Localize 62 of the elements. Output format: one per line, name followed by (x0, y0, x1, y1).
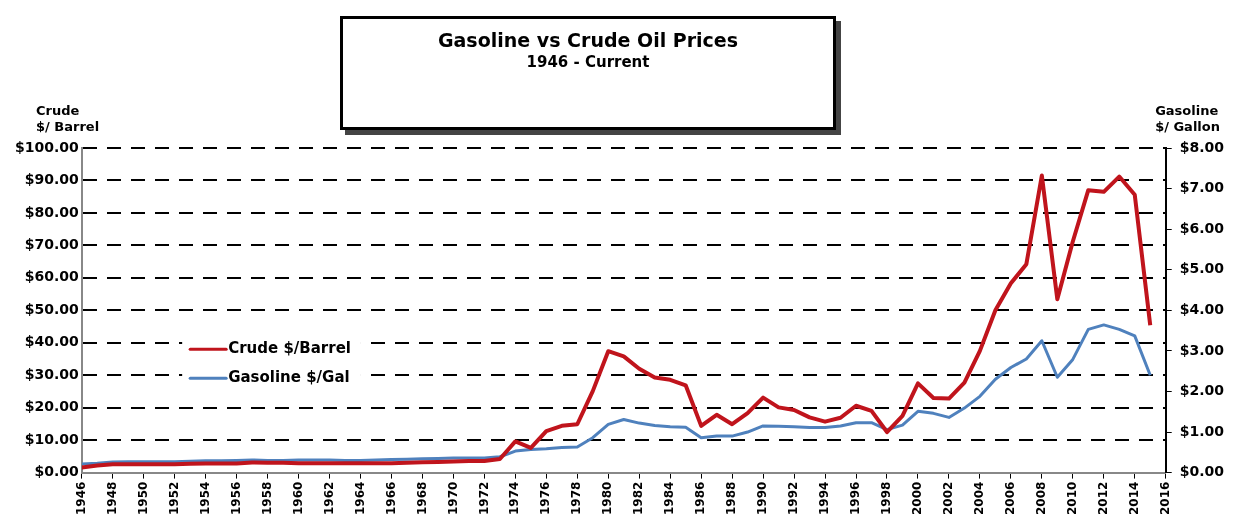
x-tick-label: 1992 (786, 481, 801, 516)
x-tick-label: 2008 (1033, 481, 1048, 516)
x-tick-label: 1964 (352, 481, 367, 516)
x-tick-label: 1962 (321, 481, 336, 516)
y-tick-label: $30.00 (24, 365, 80, 382)
y2-tick-label: $7.00 (1179, 179, 1225, 196)
chart-subtitle: 1946 - Current (525, 53, 651, 71)
x-tick-label: 1978 (569, 481, 584, 516)
x-tick-label: 1954 (197, 481, 212, 516)
x-tick-label: 1996 (848, 481, 863, 516)
y-tick-label: $100.00 (15, 138, 80, 155)
x-tick-label: 1966 (383, 481, 398, 516)
x-tick-label: 2016 (1157, 481, 1172, 516)
y-tick-label: $20.00 (24, 398, 80, 415)
x-tick-label: 1986 (693, 481, 708, 516)
x-tick-label: 2012 (1095, 481, 1110, 516)
y2-tick-label: $2.00 (1179, 382, 1225, 399)
x-tick-label: 2010 (1064, 481, 1079, 516)
y-tick-label: $50.00 (24, 300, 80, 317)
y2-axis-title: Gasoline $/ Gallon (1155, 103, 1220, 135)
x-tick-label: 1994 (817, 481, 832, 516)
y-tick-label: $10.00 (24, 430, 80, 447)
x-tick-label: 2014 (1126, 481, 1141, 516)
x-tick-label: 1948 (104, 481, 119, 516)
chart-title: Gasoline vs Crude Oil Prices (436, 29, 740, 51)
x-tick-label: 1982 (631, 481, 646, 516)
x-tick-label: 1976 (538, 481, 553, 516)
x-tick-label: 1990 (755, 481, 770, 516)
y-tick-label: $60.00 (24, 268, 80, 285)
y2-tick-label: $3.00 (1179, 341, 1225, 358)
x-tick-label: 1960 (290, 481, 305, 516)
x-tick-label: 1984 (662, 481, 677, 516)
x-tick-label: 1988 (724, 481, 739, 516)
y2-tick-label: $1.00 (1179, 422, 1225, 439)
y-tick-label: $90.00 (24, 171, 80, 188)
y2-tick-label: $8.00 (1179, 138, 1225, 155)
x-tick-label: 1950 (135, 481, 150, 516)
x-tick-label: 1946 (73, 481, 88, 516)
legend-label: Gasoline $/Gal (228, 368, 350, 387)
x-tick-label: 1952 (166, 481, 181, 516)
y-tick-label: $40.00 (24, 333, 80, 350)
legend-label: Crude $/Barrel (228, 339, 351, 358)
x-tick-label: 2006 (1002, 481, 1017, 516)
x-tick-label: 2002 (941, 481, 956, 516)
x-tick-label: 1998 (879, 481, 894, 516)
x-tick-label: 2004 (972, 481, 987, 516)
y2-tick-label: $4.00 (1179, 300, 1225, 317)
y2-tick-label: $5.00 (1179, 260, 1225, 277)
x-tick-label: 1958 (259, 481, 274, 516)
y2-tick-label: $0.00 (1179, 463, 1225, 480)
x-tick-label: 1970 (445, 481, 460, 516)
x-tick-label: 1968 (414, 481, 429, 516)
y2-tick-label: $6.00 (1179, 219, 1225, 236)
y-tick-label: $0.00 (34, 463, 80, 480)
x-tick-label: 1974 (507, 481, 522, 516)
x-tick-label: 1956 (228, 481, 243, 516)
x-tick-label: 1972 (476, 481, 491, 516)
y-tick-label: $80.00 (24, 203, 80, 220)
y-tick-label: $70.00 (24, 236, 80, 253)
y-axis-title: Crude $/ Barrel (36, 103, 100, 135)
x-tick-label: 1980 (600, 481, 615, 516)
x-tick-label: 2000 (910, 481, 925, 516)
